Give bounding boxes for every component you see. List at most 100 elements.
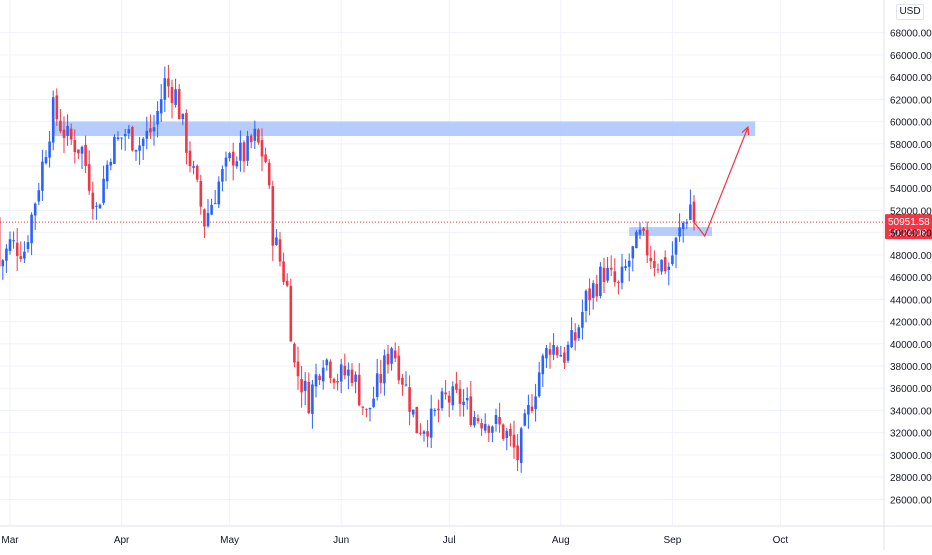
candle-body [329,361,332,379]
candle-body [685,222,689,224]
candle-body [231,151,235,166]
candle-body [638,229,642,235]
candle-body [595,283,599,297]
candle-body [642,228,645,231]
candle-body [109,161,113,166]
candle-body [422,431,426,434]
candle-body [411,409,415,415]
candle-body [224,157,228,167]
candle-body [512,434,516,448]
candles [0,64,696,473]
candle-body [649,257,653,262]
candle-body [80,146,84,154]
candle-body [242,142,246,162]
candle-body [545,348,548,359]
candle-body [581,312,584,328]
x-tick-label: Oct [773,535,789,546]
y-tick-label: 36000.00 [890,384,932,395]
candle-body [102,178,105,203]
candle-body [307,381,311,414]
candle-body [401,377,404,385]
candle-body [278,239,282,262]
candle-body [95,205,98,207]
candle-body [311,384,314,414]
candle-body [127,129,131,134]
candle-body [253,128,257,141]
candle-body [375,373,379,397]
candle-body [519,428,523,463]
candle-body [120,137,123,139]
candle-body [221,169,224,182]
x-tick-label: Aug [552,535,570,546]
candle-body [458,388,462,404]
y-tick-label: 38000.00 [890,362,932,373]
candle-body [671,255,674,265]
candle-body [602,267,606,282]
candle-body [620,266,624,283]
candle-body [563,352,566,363]
candle-body [433,410,437,412]
candle-body [239,142,242,161]
candle-body [123,134,127,137]
candle-body [296,361,300,377]
candle-body [372,398,375,407]
candle-body [235,161,239,167]
candle-body [285,280,289,286]
candle-body [483,423,487,431]
candle-body [87,164,91,191]
y-tick-label: 60000.00 [890,118,932,129]
candle-body [177,89,181,120]
candle-body [379,374,383,383]
candle-body [195,165,199,180]
candle-body [548,349,552,355]
candle-body [419,432,422,434]
candle-body [199,180,203,207]
candle-body [404,384,408,386]
x-tick-label: May [220,535,239,546]
y-tick-label: 30000.00 [890,451,932,462]
candle-body [145,130,149,139]
candle-body [282,261,285,282]
candle-body [336,380,339,383]
candle-body [552,344,555,355]
annotations [53,121,756,238]
candle-body [397,355,401,381]
y-tick-label: 40000.00 [890,340,932,351]
candle-body [131,127,134,151]
candle-body [386,353,390,365]
candle-body [498,417,501,425]
candle-body [447,395,451,403]
candle-body [213,203,217,205]
candle-body [570,330,573,348]
arrow-head [741,125,750,136]
y-tick-label: 64000.00 [890,73,932,84]
candle-body [462,401,465,405]
candle-body [62,129,66,138]
candle-body [509,428,512,437]
candle-body [455,383,458,390]
candle-body [674,237,678,255]
candle-body [530,406,534,411]
candle-body [631,246,635,259]
candle-body [339,364,343,382]
candle-body [188,150,192,167]
candle-body [300,379,303,393]
y-tick-label: 54000.00 [890,184,932,195]
candle-body [48,141,51,158]
candle-body [152,127,156,132]
currency-label[interactable]: USD [896,4,924,20]
candle-body [541,355,545,375]
candle-body [660,259,663,272]
candle-body [584,290,588,311]
candle-body [624,266,627,269]
candle-body [8,239,12,251]
candle-body [469,396,473,426]
price-badge-countdown: 10:24:08 [888,228,927,239]
candle-body [361,406,365,408]
x-tick-label: Jun [333,535,349,546]
candle-body [555,347,559,356]
candle-body [332,379,336,383]
candle-body [66,125,69,136]
